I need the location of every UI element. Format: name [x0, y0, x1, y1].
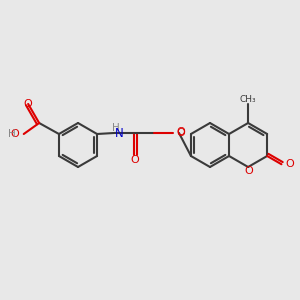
- Text: O: O: [176, 128, 185, 137]
- Text: O: O: [176, 128, 185, 138]
- Text: O: O: [130, 155, 139, 165]
- Text: O: O: [245, 166, 254, 176]
- Text: O: O: [24, 99, 32, 109]
- Text: H: H: [8, 129, 16, 139]
- Text: O: O: [10, 129, 19, 139]
- Text: O: O: [285, 159, 294, 169]
- Text: H: H: [112, 123, 120, 133]
- Text: CH₃: CH₃: [240, 95, 256, 104]
- Text: N: N: [114, 128, 123, 140]
